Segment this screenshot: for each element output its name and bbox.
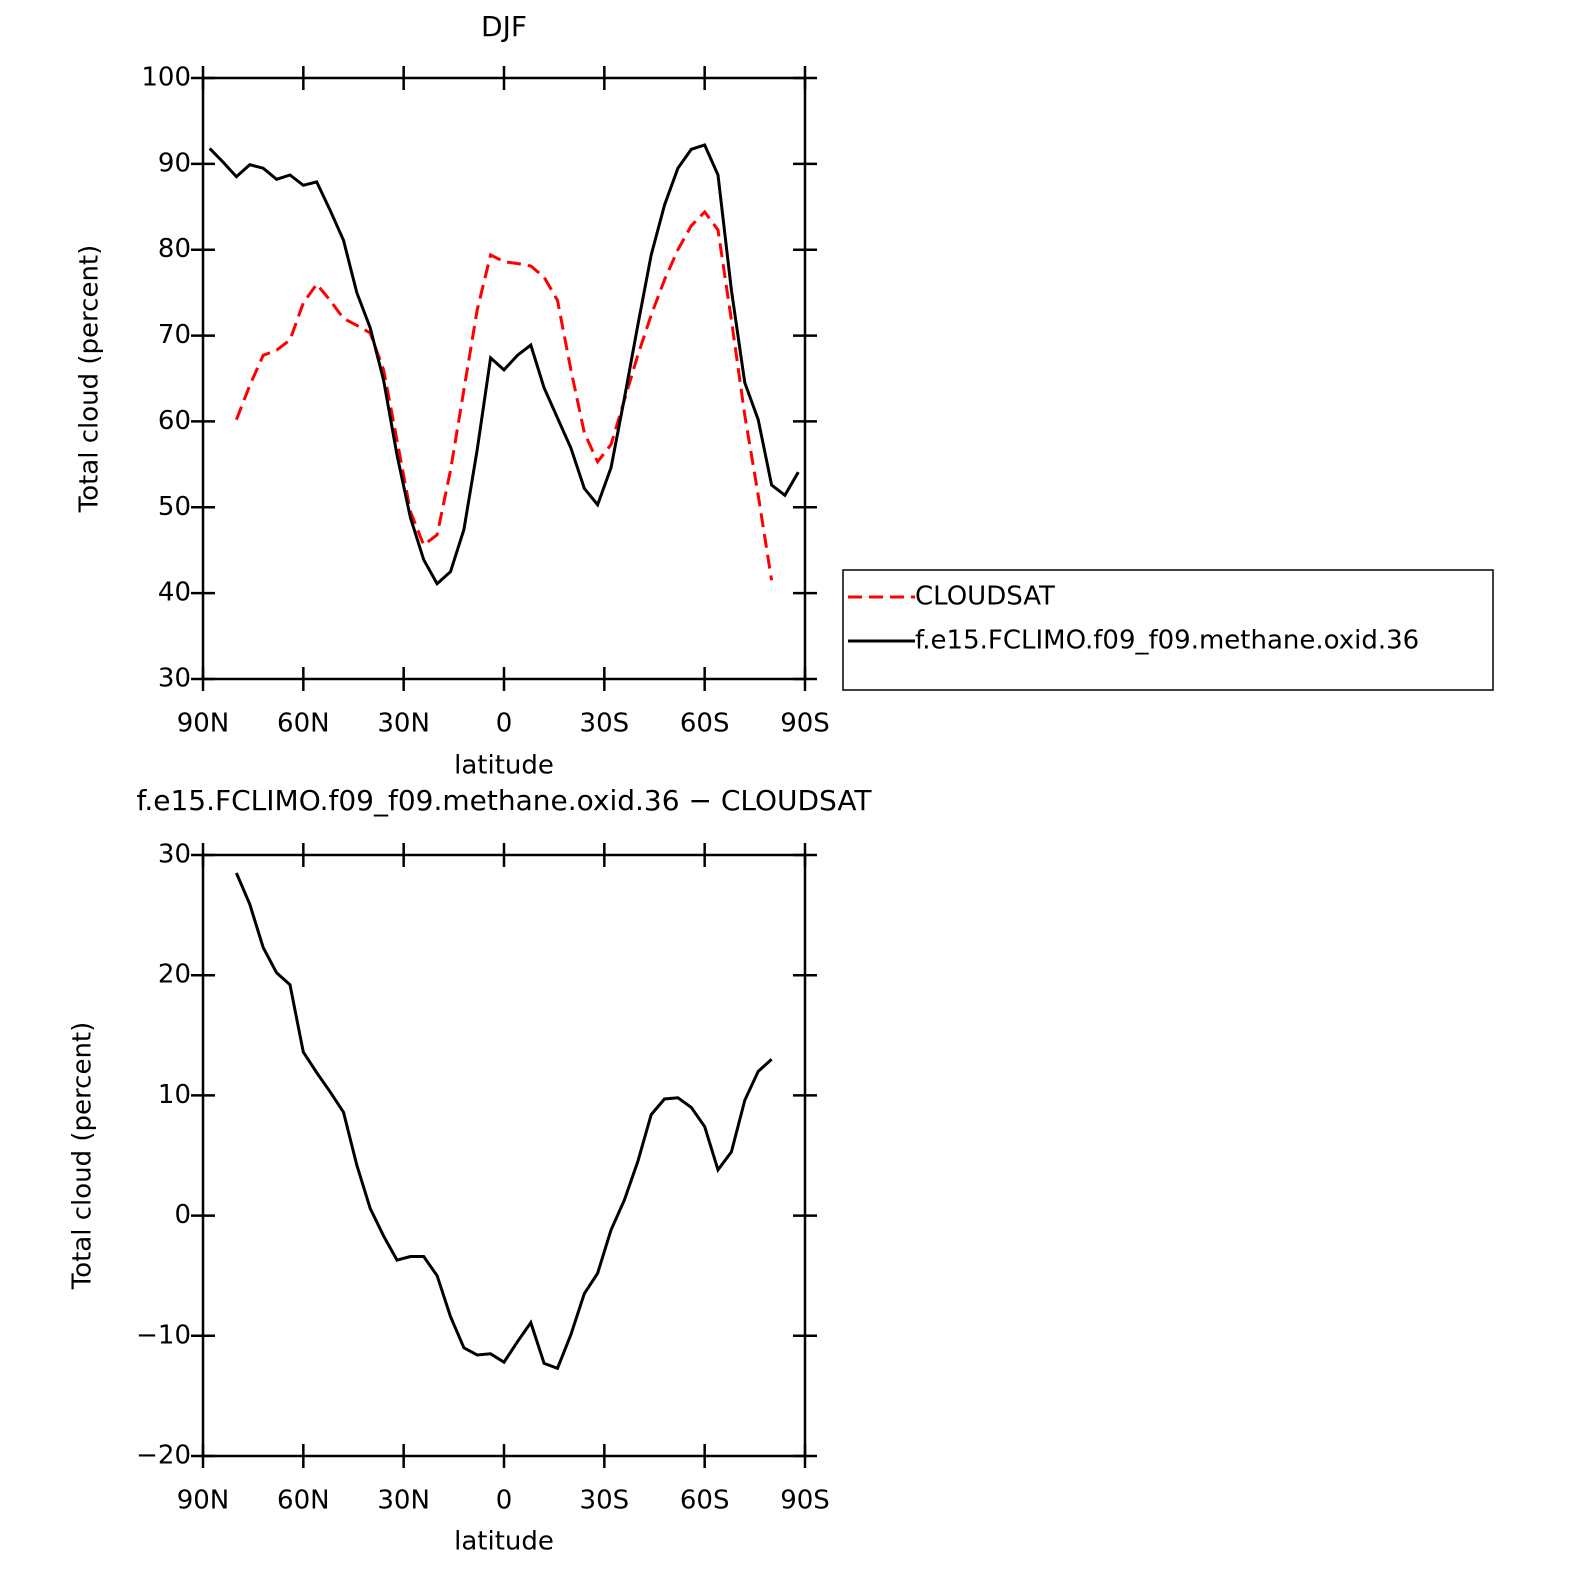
x-tick-label: 60S xyxy=(680,709,730,739)
x-tick-label: 60N xyxy=(277,1486,330,1516)
y-tick-label: 60 xyxy=(158,406,191,436)
y-tick-label: 0 xyxy=(174,1200,191,1230)
plot-frame xyxy=(201,853,807,1458)
x-tick-label: 30N xyxy=(377,709,430,739)
x-tick-label: 90S xyxy=(780,709,830,739)
x-tick-label: 60S xyxy=(680,1486,730,1516)
x-tick-label: 30S xyxy=(580,1486,630,1516)
data-line xyxy=(235,872,773,1371)
x-tick-label: 30N xyxy=(377,1486,430,1516)
y-tick-label: 10 xyxy=(158,1080,191,1110)
plot-frame xyxy=(201,76,807,681)
y-tick-label: 30 xyxy=(158,664,191,694)
y-tick-label: −20 xyxy=(136,1441,191,1471)
data-line xyxy=(208,143,800,587)
y-tick-label: 50 xyxy=(158,492,191,522)
legend-label: CLOUDSAT xyxy=(915,582,1055,612)
y-tick-label: −10 xyxy=(136,1320,191,1350)
chart-title: DJF xyxy=(481,10,527,43)
data-line xyxy=(235,209,774,581)
legend-box xyxy=(842,569,1494,691)
x-tick-label: 90N xyxy=(177,1486,230,1516)
x-tick-label: 90S xyxy=(780,1486,830,1516)
x-tick-label: 30S xyxy=(580,709,630,739)
y-tick-label: 90 xyxy=(158,148,191,178)
y-tick-label: 80 xyxy=(158,234,191,264)
x-tick-label: 0 xyxy=(496,709,513,739)
x-axis-label: latitude xyxy=(454,751,554,781)
chart-title: f.e15.FCLIMO.f09_f09.methane.oxid.36 − C… xyxy=(137,784,873,817)
x-tick-label: 90N xyxy=(177,709,230,739)
y-axis-label: Total cloud (percent) xyxy=(75,245,105,514)
legend-label: f.e15.FCLIMO.f09_f09.methane.oxid.36 xyxy=(915,626,1419,656)
y-tick-label: 20 xyxy=(158,960,191,990)
y-tick-label: 70 xyxy=(158,320,191,350)
x-axis-label: latitude xyxy=(454,1527,554,1557)
x-tick-label: 0 xyxy=(496,1486,513,1516)
y-axis-label: Total cloud (percent) xyxy=(68,1022,98,1291)
y-tick-label: 100 xyxy=(141,63,191,93)
x-tick-label: 60N xyxy=(277,709,330,739)
y-tick-label: 30 xyxy=(158,840,191,870)
y-tick-label: 40 xyxy=(158,578,191,608)
